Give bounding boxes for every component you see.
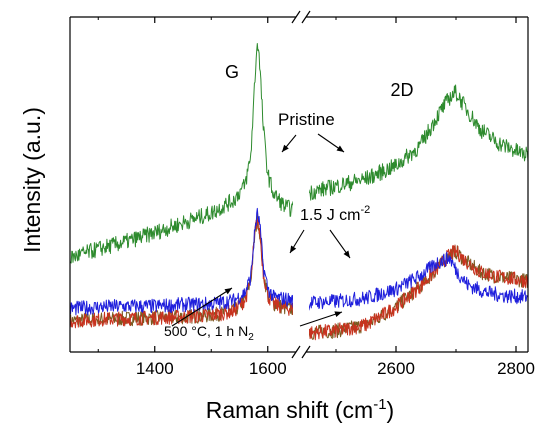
annotation-fluence-main: 1.5 J cm [300, 207, 360, 224]
arrow-pristine-2d-head [336, 145, 344, 152]
series-line-annealed-seg2 [305, 244, 529, 341]
annotation-fluence-sup: -2 [360, 204, 370, 216]
annotation-fluence: 1.5 J cm-2 [300, 204, 370, 224]
series-line-laser-seg2 [305, 251, 529, 311]
spectrum-traces [69, 43, 529, 341]
x-tick-label-1600: 1600 [249, 359, 287, 378]
series-line-laser-seg1 [69, 207, 297, 316]
series-line-pristine-seg2 [305, 84, 529, 201]
annotation-anneal-sub: 2 [248, 332, 254, 343]
annotation-pristine: Pristine [278, 110, 335, 129]
arrow-anneal-g-head [224, 288, 232, 295]
arrow-pristine-g-head [282, 144, 289, 152]
x-axis-title-tail: ) [387, 397, 395, 423]
annotation-arrows [171, 133, 351, 327]
arrow-anneal-g-shaft [171, 287, 233, 327]
arrow-fluence-g-head [290, 245, 297, 253]
axis-ticks: 1400 1600 2600 2800 [97, 17, 535, 378]
y-axis-title: Intensity (a.u.) [19, 107, 45, 253]
chart-text: G 2D Pristine 1.5 J cm-2 500 °C, 1 h N2 … [19, 62, 414, 423]
x-axis-title-main: Raman shift (cm [206, 397, 373, 423]
arrow-anneal-2d-head [334, 311, 342, 318]
axis-break-break-bottom-2 [301, 345, 311, 359]
x-axis-title: Raman shift (cm-1) [206, 396, 394, 423]
x-axis-title-sup: -1 [373, 396, 386, 413]
x-tick-label-2600: 2600 [377, 359, 415, 378]
series-line-pristine-seg1 [69, 43, 297, 264]
peak-label-2d: 2D [390, 80, 413, 100]
x-tick-label-2800: 2800 [497, 359, 535, 378]
annotation-anneal: 500 °C, 1 h N2 [164, 323, 254, 343]
axis-break-break-top-2 [301, 10, 311, 24]
arrow-fluence-2d-head [343, 250, 350, 258]
annotation-anneal-main: 500 °C, 1 h N [164, 323, 248, 339]
axis-break-break-bottom-1 [291, 345, 301, 359]
x-tick-label-1400: 1400 [136, 359, 174, 378]
arrow-anneal-2d-shaft [299, 311, 343, 327]
axis-break-mask [293, 15, 309, 354]
peak-label-g: G [225, 62, 239, 82]
plot-frame [69, 10, 529, 359]
axis-break-break-top-1 [291, 10, 301, 24]
